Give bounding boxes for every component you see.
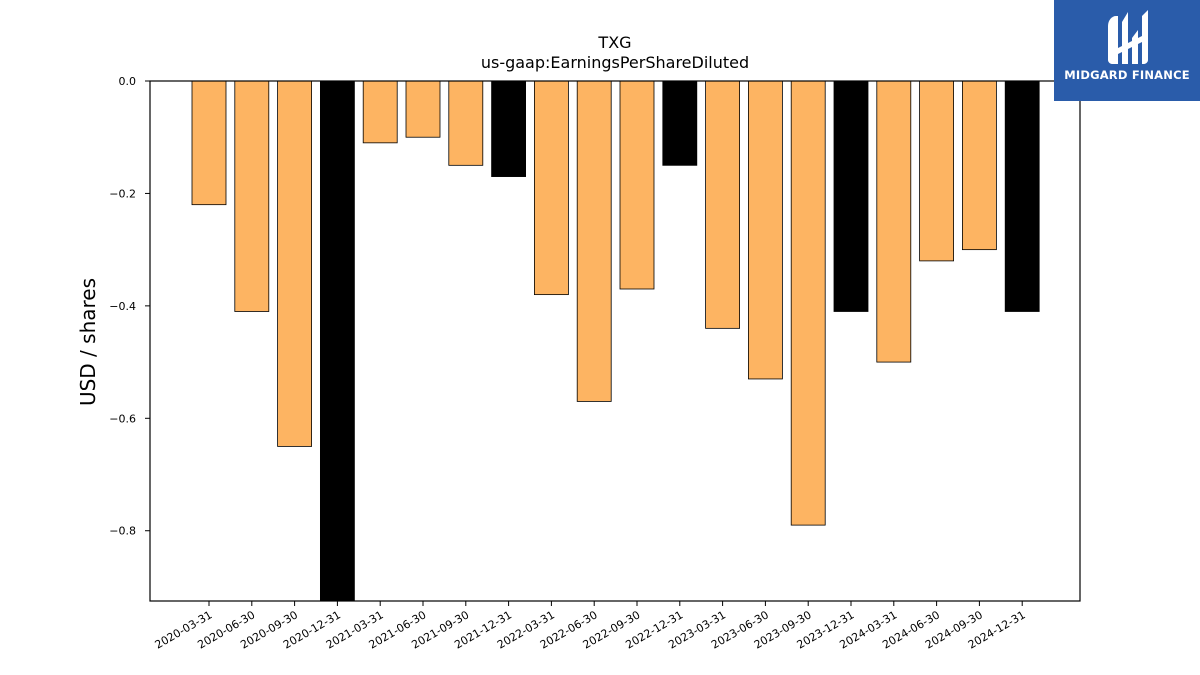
- bar-2023-03-31: [705, 81, 740, 329]
- x-ticks-group: 2020-03-312020-06-302020-09-302020-12-31…: [153, 601, 1028, 652]
- bar-2021-12-31: [491, 81, 527, 177]
- bar-2023-12-31: [833, 81, 869, 312]
- logo-text: MIDGARD FINANCE: [1064, 68, 1190, 82]
- bars-group: [191, 81, 1040, 601]
- chart-title: TXG: [597, 33, 631, 52]
- midgard-logo-icon: [1108, 10, 1148, 64]
- bar-2020-12-31: [319, 81, 355, 601]
- y-tick-label: −0.8: [109, 525, 136, 538]
- y-tick-label: −0.6: [109, 412, 136, 425]
- y-ticks-group: 0.0 −0.2 −0.4 −0.6 −0.8: [109, 75, 150, 538]
- y-tick-label: 0.0: [119, 75, 137, 88]
- bar-2021-06-30: [405, 81, 441, 138]
- bar-2021-09-30: [448, 81, 484, 166]
- bar-2024-09-30: [962, 81, 997, 251]
- bar-2020-09-30: [277, 81, 313, 447]
- bar-2022-06-30: [576, 81, 612, 402]
- bar-2022-03-31: [534, 81, 569, 296]
- bar-2020-06-30: [234, 81, 270, 312]
- y-axis-label: USD / shares: [76, 278, 100, 406]
- y-tick-label: −0.2: [109, 187, 136, 200]
- bar-2024-12-31: [1004, 81, 1040, 312]
- bar-2023-06-30: [748, 81, 783, 380]
- bar-2022-09-30: [619, 81, 655, 290]
- y-tick-label: −0.4: [109, 300, 136, 313]
- bar-2024-06-30: [919, 81, 954, 262]
- bar-2020-03-31: [191, 81, 227, 206]
- bar-2022-12-31: [662, 81, 698, 166]
- chart-subtitle: us-gaap:EarningsPerShareDiluted: [481, 53, 749, 72]
- midgard-finance-logo: MIDGARD FINANCE: [1054, 0, 1200, 101]
- bar-2021-03-31: [362, 81, 398, 144]
- bar-2023-09-30: [790, 81, 826, 526]
- plot-frame: [149, 80, 1081, 602]
- bar-2024-03-31: [876, 81, 912, 363]
